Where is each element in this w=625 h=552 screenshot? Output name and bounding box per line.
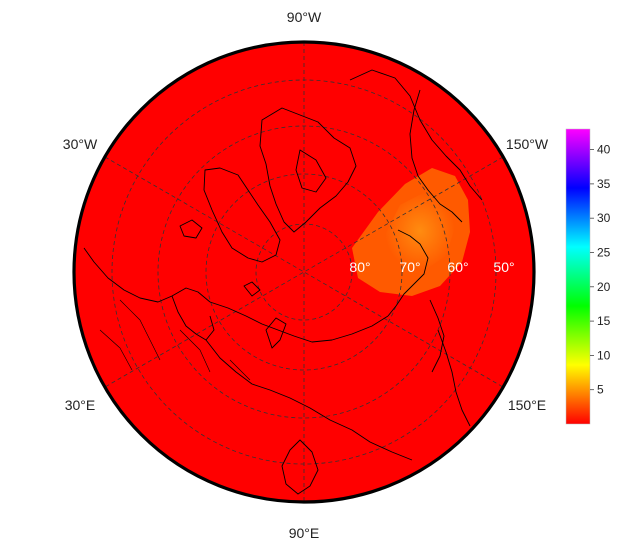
latitude-circle-70 — [205, 173, 403, 371]
anomaly-layer — [352, 168, 470, 296]
greenland-coast — [203, 167, 281, 263]
colorbar-tick-label: 35 — [597, 177, 611, 191]
scandinavia-coast — [171, 295, 215, 341]
lon-label-upper-left: 30°W — [63, 136, 98, 152]
globe-border — [72, 40, 536, 504]
colorbar-tick-label: 10 — [597, 348, 611, 362]
coastlines — [83, 69, 483, 495]
lon-label-lower-right: 150°E — [508, 397, 546, 413]
lat-label-50: 50° — [493, 259, 514, 275]
colorbar-tick-label: 5 — [597, 383, 604, 397]
pacific-coast — [437, 329, 471, 427]
globe — [72, 40, 536, 504]
iceland-coast — [179, 219, 203, 239]
lon-label-upper-right: 150°W — [506, 136, 549, 152]
colorbar-tick-label: 30 — [597, 211, 611, 225]
colorbar: 5 10 15 20 25 30 35 40 — [565, 128, 611, 425]
borders — [99, 299, 251, 381]
colorbar-ramp — [566, 129, 590, 424]
colorbar-frame — [565, 128, 591, 425]
kamchatka-coast — [429, 299, 445, 373]
india-coast — [281, 439, 319, 495]
svalbard-coast — [243, 281, 261, 297]
lon-label-bottom: 90°E — [289, 525, 320, 541]
lon-label-top: 90°W — [287, 9, 322, 25]
lat-label-80: 80° — [349, 259, 370, 275]
lon-label-lower-left: 30°E — [65, 397, 96, 413]
globe-field — [74, 42, 534, 502]
colorbar-tick-label: 20 — [597, 280, 611, 294]
canadian-archipelago-coast — [259, 107, 357, 233]
siberia-coast — [209, 301, 389, 343]
warm-anomaly-inner — [385, 192, 455, 270]
colorbar-ticks: 5 10 15 20 25 30 35 40 — [590, 143, 611, 397]
lat-label-60: 60° — [447, 259, 468, 275]
eurasia-south-coast — [205, 339, 413, 461]
colorbar-tick-label: 15 — [597, 314, 611, 328]
latitude-labels: 80° 70° 60° 50° — [349, 259, 514, 275]
north-america-coast — [349, 69, 483, 201]
lat-label-70: 70° — [399, 259, 420, 275]
alaska-coast — [409, 89, 463, 223]
colorbar-tick-label: 40 — [597, 143, 611, 157]
chukotka-coast — [387, 229, 429, 317]
novaya-zemlya-coast — [265, 317, 287, 349]
europe-coast — [83, 247, 211, 303]
colorbar-tick-label: 25 — [597, 245, 611, 259]
longitude-labels: 90°W 30°W 150°W 30°E 150°E 90°E — [63, 9, 549, 541]
